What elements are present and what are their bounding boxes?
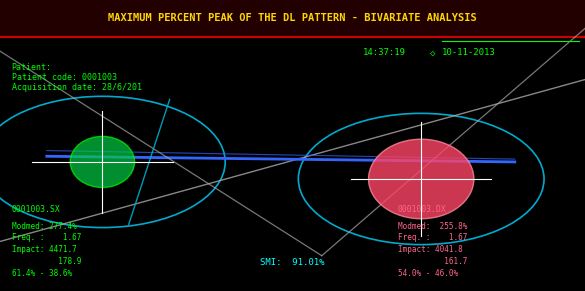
Text: Modmed: 277.4%
Freq. :    1.67
Impact: 4471.7
          178.9
61.4% - 38.6%: Modmed: 277.4% Freq. : 1.67 Impact: 4471… [12, 221, 81, 278]
Text: ◇: ◇ [430, 48, 435, 57]
Text: 0001003.DX: 0001003.DX [398, 205, 446, 214]
Text: Modmed:  255.8%
Freq. :    1.67
Impact: 4041.8
          161.7
54.0% - 46.0%: Modmed: 255.8% Freq. : 1.67 Impact: 4041… [398, 221, 467, 278]
Text: Patient:
Patient code: 0001003
Acquisition date: 28/6/201: Patient: Patient code: 0001003 Acquisiti… [12, 63, 142, 92]
Text: MAXIMUM PERCENT PEAK OF THE DL PATTERN - BIVARIATE ANALYSIS: MAXIMUM PERCENT PEAK OF THE DL PATTERN -… [108, 13, 477, 24]
Ellipse shape [369, 139, 474, 219]
Text: 0001003.SX: 0001003.SX [12, 205, 60, 214]
Ellipse shape [70, 136, 135, 187]
Bar [0, 0, 585, 37]
Text: 10-11-2013: 10-11-2013 [442, 48, 495, 57]
Text: SMI:  91.01%: SMI: 91.01% [260, 258, 325, 267]
Text: 14:37:19: 14:37:19 [363, 48, 406, 57]
